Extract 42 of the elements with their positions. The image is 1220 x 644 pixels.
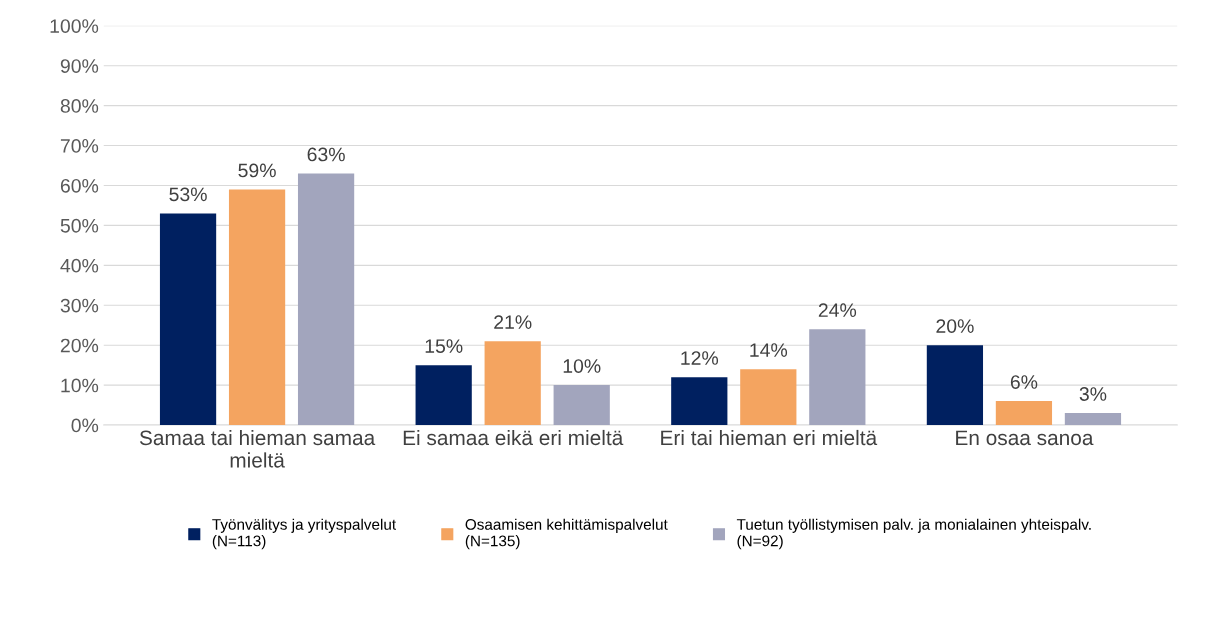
data-label: 21%: [494, 315, 532, 329]
y-tick-label: 60%: [60, 178, 99, 193]
y-tick-label: 0%: [71, 418, 99, 433]
y-tick-label: 30%: [60, 298, 99, 313]
y-tick-label: 20%: [60, 338, 99, 353]
data-label: 63%: [307, 147, 345, 162]
data-label: 24%: [818, 303, 857, 317]
data-label: 14%: [750, 343, 788, 357]
legend-label: Tuetun työllistymisen palv. ja monialainen yhteispalv. (N=92): [736, 518, 1091, 550]
bar: [297, 173, 355, 426]
data-label: 3%: [1079, 387, 1107, 401]
y-tick-label: 40%: [60, 258, 99, 273]
data-label: 53%: [169, 187, 207, 202]
legend-label: Työnvälitys ja yrityspalvelut (N=113): [212, 518, 397, 550]
bar: [484, 341, 541, 426]
y-tick-label: 70%: [60, 139, 99, 153]
data-label: 59%: [238, 163, 276, 178]
bar: [553, 385, 610, 426]
bar: [926, 345, 984, 426]
bar: [809, 329, 866, 426]
data-label: 12%: [681, 351, 719, 365]
bar: [740, 369, 797, 426]
y-tick-label: 10%: [61, 378, 99, 393]
x-tick-label: Samaa tai hieman samaa mieltä: [139, 429, 376, 468]
data-label: 20%: [936, 319, 974, 334]
legend-label: Osaamisen kehittämispalvelut (N=135): [465, 518, 668, 550]
data-label: 6%: [1010, 375, 1038, 389]
x-tick-label: Eri tai hieman eri mieltä: [661, 429, 878, 446]
x-tick-label: En osaa sanoa: [956, 430, 1094, 446]
bar: [415, 365, 472, 426]
y-tick-label: 50%: [60, 218, 99, 233]
bar: [159, 213, 217, 426]
data-label: 10%: [563, 359, 601, 373]
data-label: 15%: [425, 339, 463, 353]
bar: [671, 377, 728, 426]
bar: [1064, 413, 1122, 426]
bar: [228, 189, 286, 426]
y-tick-label: 90%: [60, 59, 99, 73]
y-tick-label: 80%: [60, 99, 99, 113]
bar: [995, 401, 1053, 426]
y-tick-label: 100%: [50, 19, 99, 33]
x-tick-label: Ei samaa eikä eri mieltä: [403, 429, 624, 446]
